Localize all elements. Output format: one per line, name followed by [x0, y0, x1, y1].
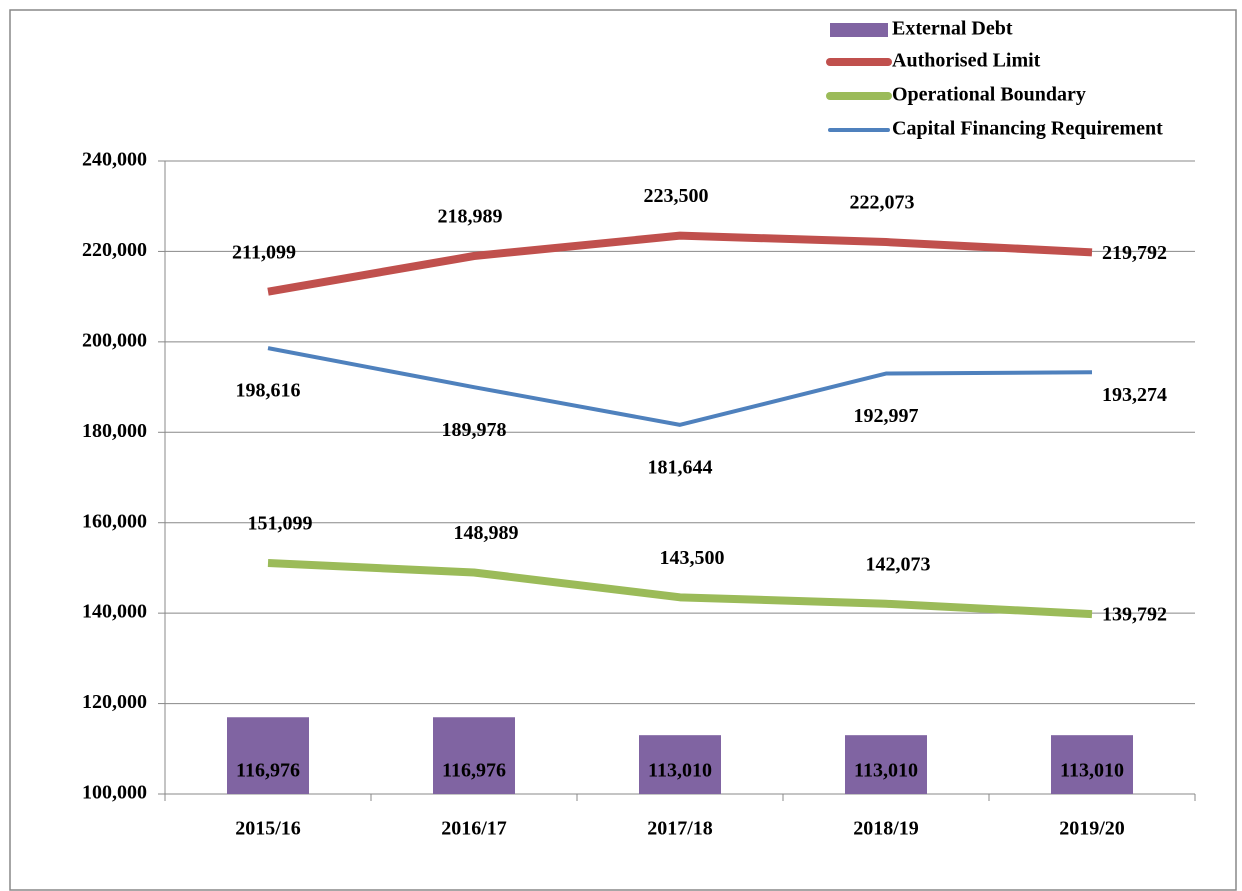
x-tick-label: 2015/16 — [235, 818, 301, 840]
bar — [845, 735, 927, 794]
data-label: 189,978 — [442, 419, 507, 441]
x-tick-label: 2017/18 — [647, 818, 713, 840]
line — [267, 558, 1093, 619]
y-tick-label: 120,000 — [82, 691, 147, 713]
legend-label: Authorised Limit — [892, 50, 1041, 72]
bar — [639, 735, 721, 794]
bar — [433, 717, 515, 794]
y-tick-label: 160,000 — [82, 510, 147, 532]
legend-label: Operational Boundary — [892, 84, 1086, 106]
data-label: 193,274 — [1102, 384, 1167, 406]
x-tick-label: 2016/17 — [441, 818, 507, 840]
y-tick-label: 200,000 — [82, 329, 147, 351]
line — [267, 231, 1093, 296]
legend-label: Capital Financing Requirement — [892, 118, 1163, 140]
data-label: 143,500 — [660, 547, 725, 569]
data-label: 211,099 — [232, 241, 296, 263]
legend-swatch — [830, 23, 888, 37]
y-tick-label: 240,000 — [82, 149, 147, 171]
legend-label: External Debt — [892, 18, 1013, 40]
data-label: 222,073 — [850, 192, 915, 214]
chart-frame — [9, 9, 1237, 891]
data-label: 139,792 — [1102, 604, 1167, 626]
y-tick-label: 100,000 — [82, 782, 147, 804]
data-label: 192,997 — [854, 405, 919, 427]
data-label: 198,616 — [236, 380, 301, 402]
data-label: 116,976 — [236, 760, 300, 782]
data-label: 116,976 — [442, 760, 506, 782]
data-label: 151,099 — [248, 513, 313, 535]
data-label: 223,500 — [644, 185, 709, 207]
data-label: 142,073 — [866, 553, 931, 575]
line — [267, 346, 1093, 427]
data-label: 219,792 — [1102, 242, 1167, 264]
x-tick-label: 2018/19 — [853, 818, 919, 840]
bar — [227, 717, 309, 794]
data-label: 113,010 — [1060, 760, 1124, 782]
data-label: 181,644 — [648, 456, 713, 478]
data-label: 218,989 — [438, 206, 503, 228]
y-tick-label: 140,000 — [82, 601, 147, 623]
data-label: 113,010 — [854, 760, 918, 782]
x-tick-label: 2019/20 — [1059, 818, 1125, 840]
y-tick-label: 180,000 — [82, 420, 147, 442]
bar — [1051, 735, 1133, 794]
y-tick-label: 220,000 — [82, 239, 147, 261]
data-label: 113,010 — [648, 760, 712, 782]
data-label: 148,989 — [454, 522, 519, 544]
